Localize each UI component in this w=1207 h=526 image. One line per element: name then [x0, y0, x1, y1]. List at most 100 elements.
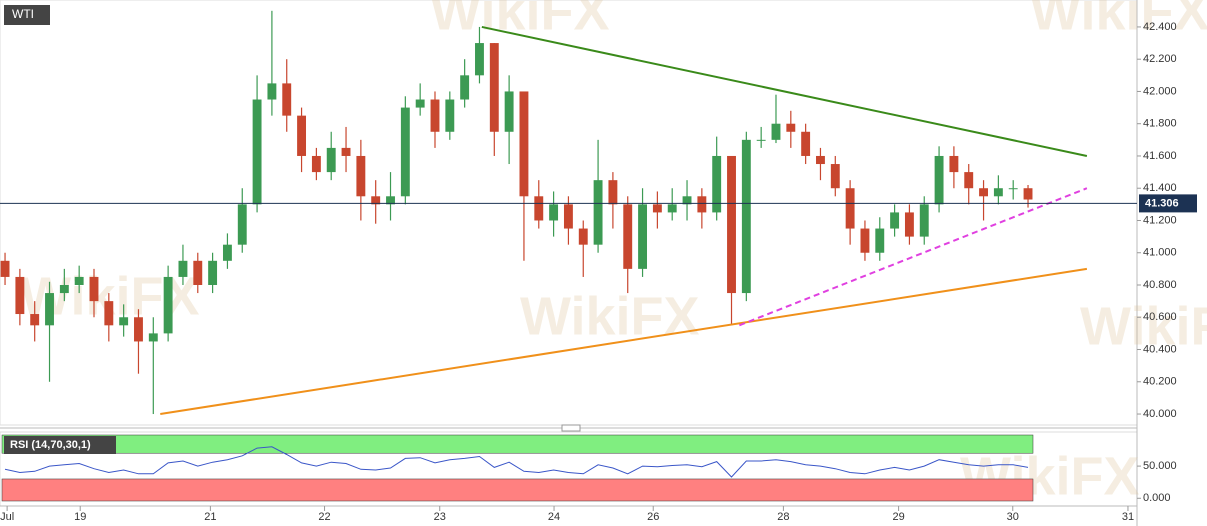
watermark: WikiFX	[1080, 296, 1207, 356]
candle-body	[741, 139, 751, 294]
candle-body	[578, 228, 588, 245]
plot: 40.000 40.200 40.400 40.600 40.800 41.000 41.2…	[0, 10, 1197, 523]
x-tick-label: 19	[74, 511, 86, 523]
trend-line	[481, 25, 1088, 157]
candle-body	[282, 83, 292, 116]
y-tick-label: 42.400	[1143, 21, 1177, 33]
candle-body	[30, 314, 40, 326]
candle-body	[756, 139, 766, 141]
y-tick-label: 40.200	[1143, 376, 1177, 388]
candle-body	[1008, 188, 1018, 190]
candle-body	[460, 75, 470, 100]
candle-body	[297, 115, 307, 156]
candle-body	[386, 196, 395, 205]
x-tick-label: 29	[892, 511, 904, 523]
candle-body	[178, 260, 188, 277]
candle-body	[652, 204, 662, 213]
candle-body	[786, 123, 796, 132]
y-tick-label: 40.600	[1143, 311, 1177, 323]
candle-body	[148, 333, 158, 342]
y-tick-label: 42.000	[1143, 85, 1177, 97]
candle-body	[163, 276, 173, 334]
candle-body	[341, 147, 351, 156]
y-tick-label: 40.000	[1143, 408, 1177, 420]
y-tick-label: 41.800	[1143, 118, 1177, 130]
candle-body	[667, 204, 677, 213]
x-tick-label: 21	[204, 511, 216, 523]
candle-body	[45, 293, 54, 326]
rsi-oversold-zone	[1, 478, 1034, 502]
candle-body	[119, 317, 129, 326]
y-tick-label: 41.000	[1143, 247, 1177, 259]
candle-body	[326, 147, 336, 173]
candle-body	[904, 212, 914, 237]
candle-body	[549, 204, 559, 221]
candle-body	[430, 99, 440, 132]
rsi-overbought-zone	[1, 434, 1034, 454]
candle-body	[964, 172, 974, 189]
x-tick-label: 28	[777, 511, 789, 523]
x-tick-label: 26	[647, 511, 659, 523]
candle-body	[949, 155, 959, 173]
candle-body	[623, 204, 633, 269]
candle-body	[608, 180, 618, 205]
candle-body	[638, 204, 648, 269]
trend-line	[739, 187, 1088, 327]
candle-body	[371, 196, 381, 205]
candle-body	[712, 155, 722, 213]
candle-body	[134, 317, 143, 342]
rsi-line	[4, 446, 1029, 478]
rsi-label: RSI (14,70,30,1)	[10, 439, 91, 451]
y-tick-label: 41.600	[1143, 150, 1177, 162]
candle-body	[356, 155, 366, 197]
candle-body	[890, 212, 900, 229]
candle-body	[682, 196, 692, 205]
watermark: WikiFX	[520, 286, 700, 346]
candle-body	[400, 107, 410, 197]
x-tick-label: 30	[1007, 511, 1019, 523]
candle-body	[104, 301, 114, 326]
candle-body	[801, 131, 811, 156]
candle-body	[193, 260, 203, 285]
candle-body	[519, 91, 529, 197]
trend-line	[160, 267, 1088, 416]
candle-body	[89, 276, 99, 302]
candle-body	[563, 204, 573, 229]
rsi-label-box	[4, 436, 116, 454]
candle-body	[875, 228, 885, 253]
candle-body	[222, 244, 232, 261]
candle-body	[993, 188, 1003, 197]
candle-body	[311, 155, 321, 173]
rsi-y-tick-label: 0.000	[1143, 492, 1171, 504]
candle-body	[830, 164, 840, 189]
x-tick-label: 24	[548, 511, 560, 523]
candle-body	[979, 188, 988, 197]
last-price-box	[1139, 194, 1197, 213]
x-tick-label: 23	[434, 511, 446, 523]
x-tick-label: 22	[318, 511, 330, 523]
candle-body	[697, 196, 707, 213]
divider-handle	[561, 424, 581, 432]
candle-body	[919, 204, 929, 237]
y-tick-label: 42.200	[1143, 53, 1177, 65]
candle-body	[59, 285, 69, 294]
candle-body	[208, 260, 218, 285]
legend-box	[4, 5, 50, 25]
candle-body	[771, 123, 781, 140]
candle-body	[237, 204, 247, 245]
candle-body	[74, 276, 84, 285]
legend-title: WTI	[12, 7, 34, 21]
y-tick-label: 41.200	[1143, 214, 1177, 226]
last-price-label: 41.306	[1145, 197, 1179, 209]
y-tick-label: 40.400	[1143, 343, 1177, 355]
candle-body	[845, 188, 855, 229]
watermark: WikiFX	[1030, 0, 1207, 41]
x-tick-label: Jul	[0, 511, 14, 523]
rsi-y-tick-label: 50.000	[1143, 460, 1177, 472]
x-tick-label: 31	[1122, 511, 1134, 523]
candle-body	[0, 260, 10, 277]
candle-body	[252, 99, 262, 205]
candle-body	[593, 180, 603, 245]
candle-body	[727, 155, 736, 294]
